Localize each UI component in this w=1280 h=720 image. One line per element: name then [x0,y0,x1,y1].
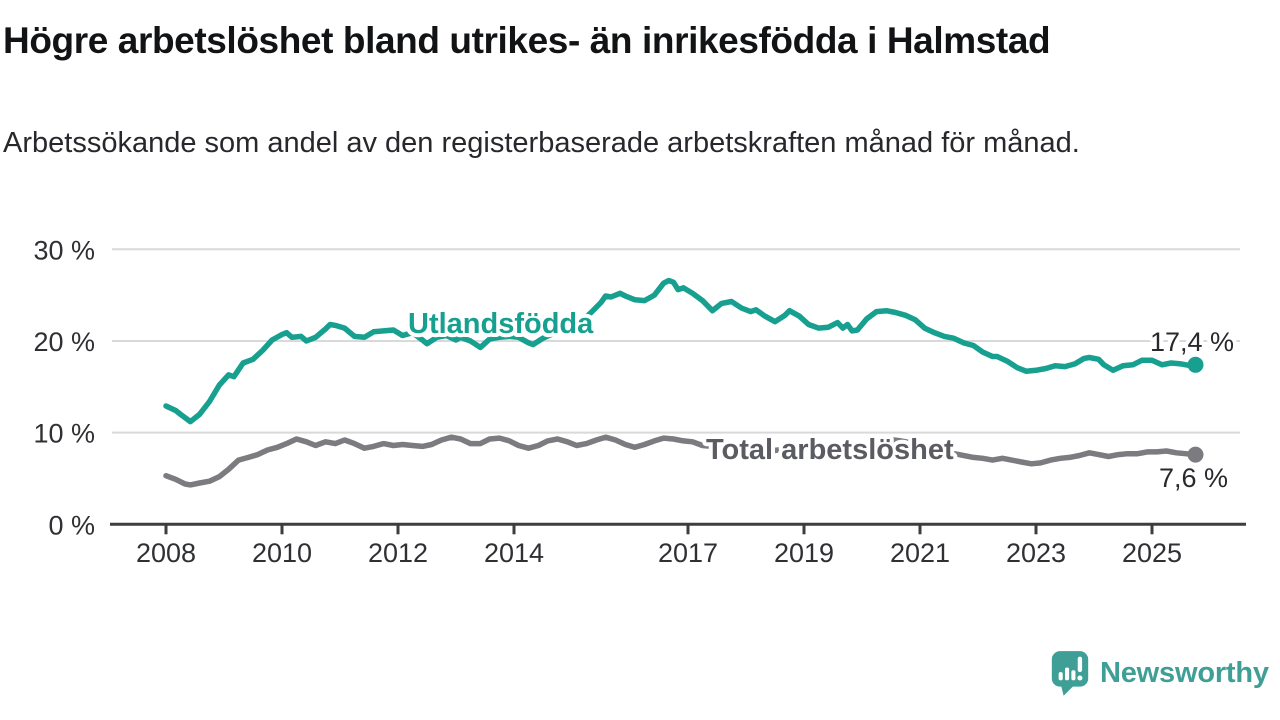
series-line-total [163,434,1199,488]
x-tick-label: 2008 [136,538,196,568]
series-end-dot [1187,446,1204,463]
page-title: Högre arbetslöshet bland utrikes- än inr… [3,20,1051,61]
x-tick-label: 2025 [1122,538,1182,568]
y-tick-label: 10 % [33,419,95,449]
series-end-value-label: 17,4 % [1150,327,1234,357]
chart-subtitle: Arbetssökande som andel av den registerb… [3,127,1080,159]
series-end-dot [1187,356,1204,373]
x-tick-label: 2012 [368,538,428,568]
x-tick-label: 2019 [774,538,834,568]
line-chart: 2008 2010 2012 2014 2017 2019 2021 2023 2025 0 % 1… [33,235,1246,568]
x-tick-label: 2014 [484,538,544,568]
x-tick-label: 2010 [252,538,312,568]
bar-chart-speech-bubble-icon [1051,651,1089,696]
x-tick-label: 2021 [890,538,950,568]
y-tick-label: 20 % [33,327,95,357]
x-tick-label: 2017 [658,538,718,568]
series-label-utlandsfodda: Utlandsfödda [408,308,594,340]
y-tick-label: 30 % [33,235,95,265]
newsworthy-brand: Newsworthy [1050,650,1269,696]
series-end-value-label: 7,6 % [1159,463,1228,493]
y-tick-label: 0 % [48,510,95,540]
series-line-utlandsfodda [163,277,1199,425]
x-tick-label: 2023 [1006,538,1066,568]
series-label-total: Total arbetslöshet [706,434,954,466]
newsworthy-logo-text: Newsworthy [1100,656,1269,689]
